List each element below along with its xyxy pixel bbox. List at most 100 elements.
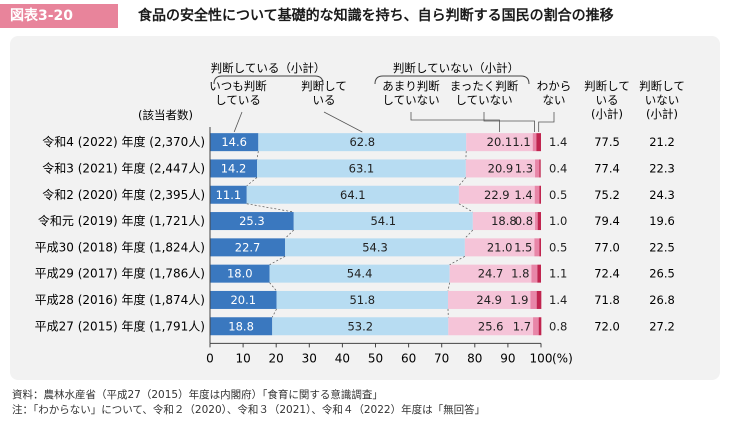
figure-header: 図表3-20 食品の安全性について基礎的な知識を持ち、自ら判断する国民の割合の推… <box>0 0 730 30</box>
value-label: 24.7 <box>478 267 504 281</box>
subtotal-header-1-line-0: 判断して <box>639 79 685 93</box>
x-tick-label: 0 <box>206 351 214 365</box>
bar-segment <box>269 264 450 283</box>
value-label: 54.3 <box>362 240 388 254</box>
value-label: 1.4 <box>549 293 567 307</box>
bar-segment <box>257 159 466 178</box>
value-label: 62.8 <box>349 135 375 149</box>
x-tick-label: 20 <box>269 351 284 365</box>
bar-segment <box>465 159 536 178</box>
bar-segment <box>210 159 258 178</box>
bar-segment <box>530 290 537 309</box>
value-label: 1.7 <box>513 319 531 333</box>
bar-segment <box>537 212 541 231</box>
value-label: 21.0 <box>487 240 513 254</box>
bar-segment <box>210 133 259 152</box>
bar-segment <box>210 290 277 309</box>
subtotal-judging-label: 75.2 <box>594 188 620 202</box>
x-unit-label: (%) <box>552 351 573 365</box>
category-label: 平成28 (2016) 年度 (1,874人) <box>35 292 205 307</box>
value-label: 51.8 <box>349 293 375 307</box>
series-header-2-line-0: あまり判断 <box>382 79 440 93</box>
series-header-4-line-0: わから <box>537 79 572 93</box>
category-label: 令和2 (2020) 年度 (2,395人) <box>42 187 205 202</box>
value-label: 1.5 <box>514 240 532 254</box>
value-label: 20.1 <box>487 135 513 149</box>
bar-segment <box>293 212 473 231</box>
leader-never <box>483 112 535 132</box>
bar-segment <box>533 317 539 336</box>
x-tick-label: 90 <box>500 351 515 365</box>
figure-title: 食品の安全性について基礎的な知識を持ち、自ら判断する国民の割合の推移 <box>138 8 614 24</box>
category-label: 令和4 (2022) 年度 (2,370人) <box>42 134 205 149</box>
row-connector <box>284 229 294 239</box>
value-label: 64.1 <box>340 188 366 202</box>
bar-segment <box>535 212 538 231</box>
value-label: 18.8 <box>491 214 517 228</box>
series-header-3-line-0: まったく判断 <box>450 79 519 93</box>
bar-segment <box>535 159 540 178</box>
group-bracket-not-judging <box>374 75 530 85</box>
bar-segment <box>210 238 286 257</box>
x-tick-label: 60 <box>401 351 416 365</box>
value-label: 54.4 <box>347 267 373 281</box>
subtotal-not-judging-label: 19.6 <box>649 214 675 228</box>
series-header-0-line-1: している <box>215 93 261 107</box>
subtotal-header-1-line-1: いない <box>645 93 680 107</box>
bar-segment <box>210 212 294 231</box>
subtotal-header-0-line-2: (小計) <box>591 107 623 121</box>
bar-segment <box>536 133 541 152</box>
bar-segment <box>539 185 541 204</box>
bar-segment <box>449 264 532 283</box>
bar-segment <box>210 317 273 336</box>
subtotal-judging-label: 77.4 <box>594 161 620 175</box>
source-note: 資料：農林水産省（平成27（2015）年度は内閣府）「食育に関する意識調査」 <box>12 389 383 401</box>
row-connector <box>256 151 259 160</box>
x-tick-label: 70 <box>434 351 449 365</box>
value-label: 53.2 <box>347 319 373 333</box>
subtotal-not-judging-label: 26.5 <box>649 267 675 281</box>
value-label: 11.1 <box>216 188 242 202</box>
category-label: 平成29 (2017) 年度 (1,786人) <box>35 266 205 281</box>
series-header-4-line-1: ない <box>543 93 566 107</box>
subtotal-not-judging-label: 22.5 <box>649 240 675 254</box>
subtotal-judging-label: 72.0 <box>594 319 620 333</box>
subtotal-judging-label: 71.8 <box>594 293 620 307</box>
bar-segment <box>272 317 449 336</box>
group-header-judging: 判断している（小計） <box>211 61 326 75</box>
value-label: 25.6 <box>478 319 504 333</box>
bar-segment <box>466 133 533 152</box>
value-label: 1.4 <box>549 135 567 149</box>
row-connector <box>269 256 286 265</box>
row-connector <box>458 177 467 186</box>
row-connector <box>464 229 474 239</box>
series-header-1-line-1: いる <box>313 93 336 107</box>
row-connector <box>246 177 258 187</box>
value-label: 22.9 <box>484 188 510 202</box>
row-connector <box>447 282 450 292</box>
value-label: 20.1 <box>230 293 256 307</box>
value-label: 1.0 <box>549 214 567 228</box>
x-tick-label: 80 <box>467 351 482 365</box>
value-label: 14.6 <box>221 135 247 149</box>
row-connector <box>449 256 466 265</box>
x-tick-label: 100 <box>530 351 553 365</box>
value-label: 24.9 <box>476 293 502 307</box>
value-label: 0.5 <box>549 240 567 254</box>
subtotal-not-judging-label: 27.2 <box>649 319 675 333</box>
subtotal-header-1-line-2: (小計) <box>646 107 678 121</box>
bar-segment <box>539 238 541 257</box>
value-label: 0.8 <box>549 319 567 333</box>
series-header-0-line-0: いつも判断 <box>209 79 267 93</box>
bar-segment <box>285 238 465 257</box>
row-connector <box>246 203 294 213</box>
subtotal-not-judging-label: 21.2 <box>649 135 675 149</box>
bar-segment <box>210 264 270 283</box>
value-label: 1.3 <box>515 161 533 175</box>
bar-segment <box>258 133 467 152</box>
value-label: 0.8 <box>515 214 533 228</box>
footnote: 注：「わからない」について、令和２（2020）、令和３（2021）、令和４（20… <box>12 404 486 416</box>
subtotal-judging-label: 79.4 <box>594 214 620 228</box>
bar-segment <box>534 185 540 204</box>
